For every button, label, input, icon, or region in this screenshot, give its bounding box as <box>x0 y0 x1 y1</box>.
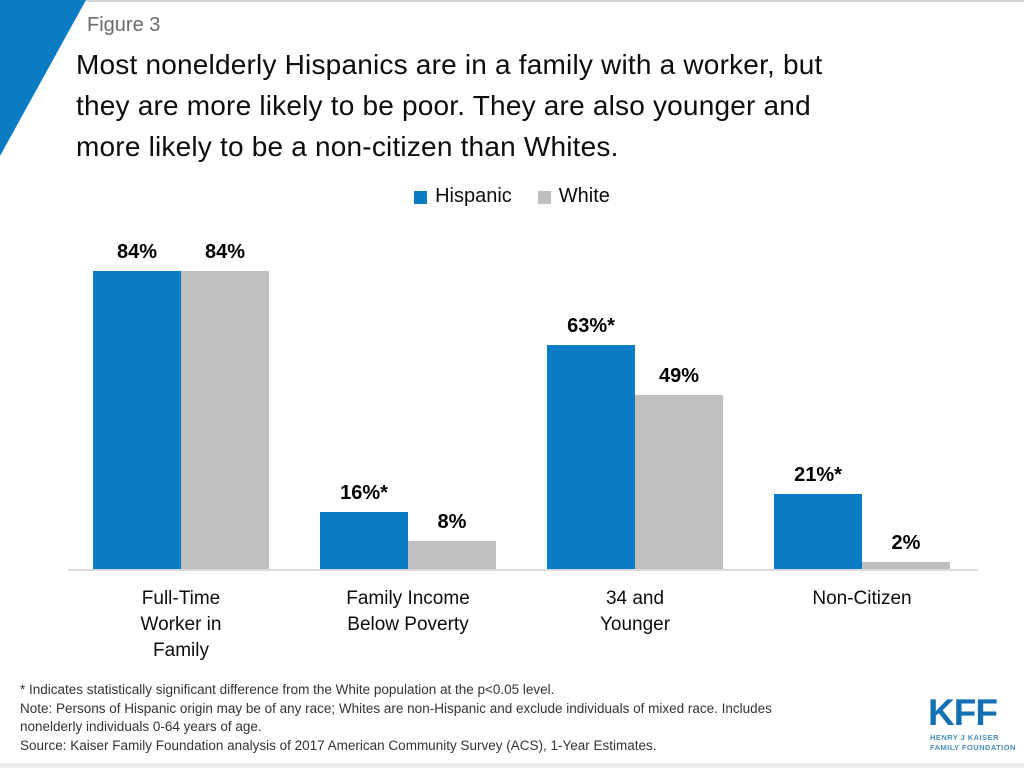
bar-hispanic-group-3 <box>547 345 635 569</box>
category-label-line: Worker in <box>140 614 222 635</box>
category-label-group-3: 34 and Younger <box>525 586 745 638</box>
category-label-group-2: Family Income Below Poverty <box>298 586 518 638</box>
footnotes: * Indicates statistically significant di… <box>20 681 920 755</box>
bar-hispanic-group-1 <box>93 271 181 569</box>
footnote-significance: * Indicates statistically significant di… <box>20 682 555 697</box>
bar-hispanic-group-2 <box>320 512 408 569</box>
chart-title-line-3: more likely to be a non-citizen than Whi… <box>76 131 619 162</box>
hispanic-swatch-icon <box>414 190 428 204</box>
category-label-line: Full-Time <box>141 588 221 609</box>
legend: Hispanic White <box>0 183 1024 209</box>
kff-logo-subtext: HENRY J KAISER FAMILY FOUNDATION <box>930 733 1018 752</box>
value-label-hispanic-group-3: 63%* <box>567 315 615 337</box>
value-label-hispanic-group-2: 16%* <box>340 482 388 504</box>
category-label-line: Below Poverty <box>347 614 469 635</box>
x-axis-line <box>68 569 978 571</box>
chart-title-line-1: Most nonelderly Hispanics are in a famil… <box>76 49 823 80</box>
white-swatch-icon <box>537 190 551 204</box>
kff-logo-text: KFF <box>928 692 998 733</box>
kff-logo-subtext-line-1: HENRY J KAISER <box>930 733 999 742</box>
legend-label-hispanic: Hispanic <box>435 184 512 207</box>
value-label-white-group-3: 49% <box>658 365 700 387</box>
bar-white-group-4 <box>862 562 950 569</box>
category-label-group-1: Full-Time Worker in Family <box>71 586 291 664</box>
bar-white-group-3 <box>635 395 723 569</box>
bar-hispanic-group-4 <box>774 494 862 569</box>
figure-label: Figure 3 <box>87 14 161 36</box>
value-label-hispanic-group-4: 21%* <box>794 464 842 486</box>
legend-label-white: White <box>558 184 610 207</box>
category-label-line: Family <box>153 640 209 661</box>
slide-top-border <box>0 0 1024 2</box>
chart-title: Most nonelderly Hispanics are in a famil… <box>76 44 1006 167</box>
kff-logo: KFF HENRY J KAISER FAMILY FOUNDATION <box>928 692 1018 752</box>
legend-item-white: White <box>537 184 610 208</box>
value-label-white-group-4: 2% <box>891 532 921 554</box>
category-label-line: Family Income <box>346 588 470 609</box>
bar-white-group-1 <box>181 271 269 569</box>
slide-bottom-border <box>0 763 1024 768</box>
category-label-group-4: Non-Citizen <box>752 586 972 612</box>
value-label-white-group-1: 84% <box>204 241 246 263</box>
bar-white-group-2 <box>408 541 496 569</box>
category-label-line: 34 and <box>605 588 665 609</box>
chart-title-line-2: they are more likely to be poor. They ar… <box>76 90 811 121</box>
category-label-line: Non-Citizen <box>812 588 912 609</box>
value-label-white-group-2: 8% <box>437 511 467 533</box>
footnote-note-line-1: Note: Persons of Hispanic origin may be … <box>20 700 772 716</box>
footnote-note-line-2: nonelderly individuals 0-64 years of age… <box>20 719 262 734</box>
category-label-line: Younger <box>599 614 671 635</box>
footnote-source: Source: Kaiser Family Foundation analysi… <box>20 737 657 753</box>
kff-logo-subtext-line-2: FAMILY FOUNDATION <box>930 742 1016 752</box>
value-label-hispanic-group-1: 84% <box>116 241 158 263</box>
legend-item-hispanic: Hispanic <box>414 185 512 208</box>
